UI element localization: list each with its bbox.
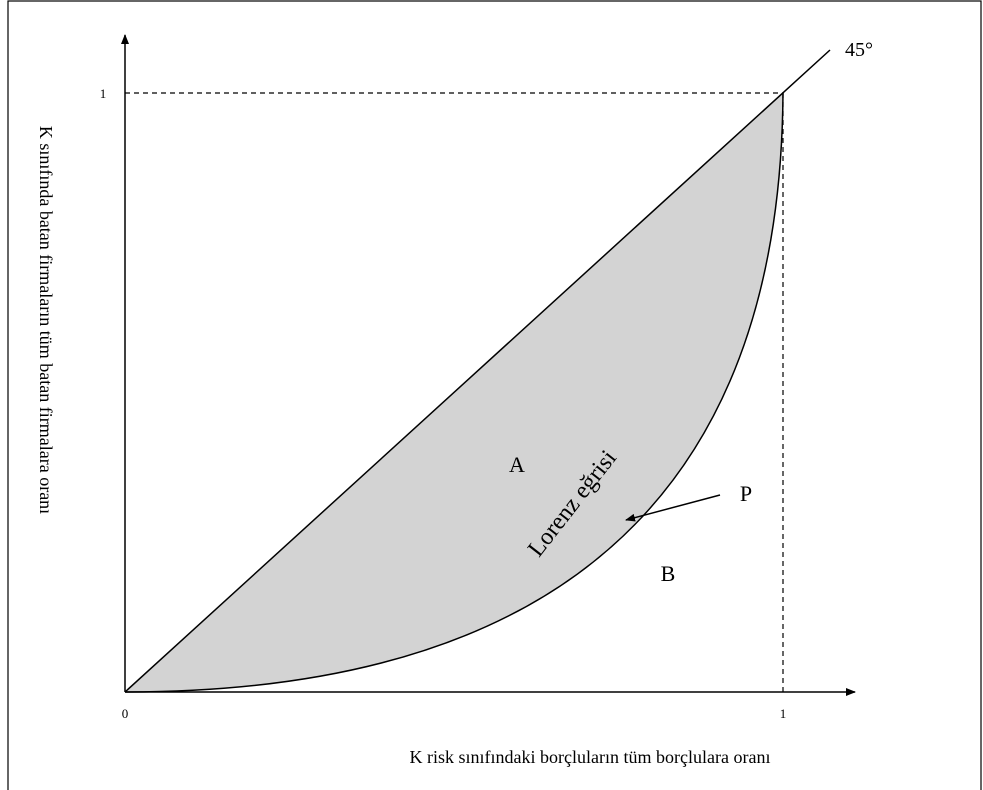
point-label: P xyxy=(740,481,752,506)
arrow xyxy=(625,494,721,522)
area-label: B xyxy=(661,561,676,586)
lorenz-curve xyxy=(124,92,784,693)
x-axis-label: K risk sınıfındaki borçluların tüm borçl… xyxy=(410,747,771,767)
area-label: A xyxy=(509,452,525,477)
x-tick-label: 1 xyxy=(780,706,787,721)
y-axis-label: K sınıfında batan firmaların tüm batan f… xyxy=(36,126,56,514)
origin-label: 0 xyxy=(122,706,129,721)
y-tick-label: 1 xyxy=(100,86,107,101)
angle-label: 45° xyxy=(845,39,873,61)
frame xyxy=(7,0,982,790)
diagonal-line xyxy=(124,49,831,693)
